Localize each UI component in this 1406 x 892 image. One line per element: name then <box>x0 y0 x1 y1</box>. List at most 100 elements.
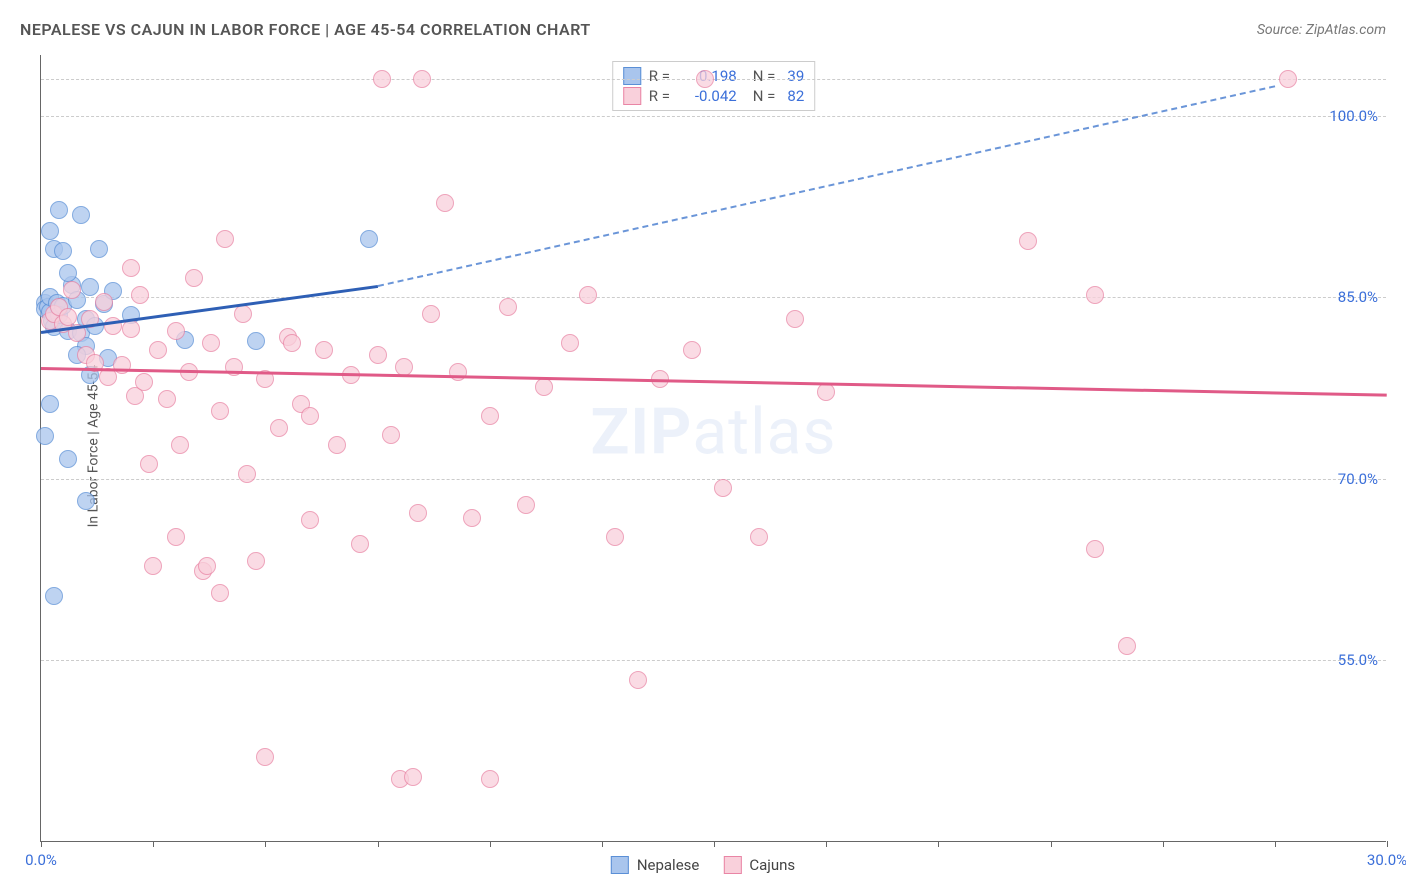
data-point <box>561 334 579 352</box>
data-point <box>158 390 176 408</box>
gridline <box>41 297 1386 298</box>
chart-container: NEPALESE VS CAJUN IN LABOR FORCE | AGE 4… <box>0 0 1406 892</box>
data-point <box>481 407 499 425</box>
data-point <box>413 70 431 88</box>
gridline <box>41 116 1386 117</box>
watermark-rest: atlas <box>692 395 836 470</box>
data-point <box>436 194 454 212</box>
data-point <box>1118 637 1136 655</box>
data-point <box>59 264 77 282</box>
data-point <box>328 436 346 454</box>
x-tick <box>41 841 42 847</box>
data-point <box>41 395 59 413</box>
legend-row-cajuns: R = -0.042 N = 82 <box>623 86 805 106</box>
data-point <box>382 426 400 444</box>
data-point <box>198 557 216 575</box>
data-point <box>714 479 732 497</box>
data-point <box>1086 540 1104 558</box>
x-tick <box>378 841 379 847</box>
legend-item-cajuns: Cajuns <box>723 856 795 874</box>
n-value-cajuns: 82 <box>787 87 804 105</box>
data-point <box>463 509 481 527</box>
data-point <box>59 308 77 326</box>
data-point <box>817 383 835 401</box>
x-tick <box>1275 841 1276 847</box>
data-point <box>517 496 535 514</box>
data-point <box>171 436 189 454</box>
data-point <box>90 240 108 258</box>
data-point <box>409 504 427 522</box>
data-point <box>422 305 440 323</box>
x-tick <box>490 841 491 847</box>
y-tick-label: 70.0% <box>1338 470 1378 488</box>
data-point <box>1086 286 1104 304</box>
data-point <box>449 363 467 381</box>
r-value-cajuns: -0.042 <box>685 87 737 105</box>
n-value-nepalese: 39 <box>787 67 804 85</box>
data-point <box>167 528 185 546</box>
data-point <box>579 286 597 304</box>
data-point <box>481 770 499 788</box>
trend-line-cajuns <box>41 367 1387 396</box>
data-point <box>81 278 99 296</box>
data-point <box>50 201 68 219</box>
watermark-bold: ZIP <box>591 395 693 470</box>
data-point <box>149 341 167 359</box>
x-tick <box>714 841 715 847</box>
data-point <box>404 768 422 786</box>
correlation-legend: R = 0.198 N = 39 R = -0.042 N = 82 <box>612 61 816 111</box>
r-label: R = <box>649 87 677 105</box>
data-point <box>41 222 59 240</box>
watermark: ZIPatlas <box>591 395 837 470</box>
data-point <box>750 528 768 546</box>
data-point <box>535 378 553 396</box>
plot-area: ZIPatlas R = 0.198 N = 39 R = -0.042 N =… <box>40 55 1386 842</box>
n-label: N = <box>753 87 776 105</box>
data-point <box>351 535 369 553</box>
data-point <box>373 70 391 88</box>
data-point <box>247 332 265 350</box>
data-point <box>36 427 54 445</box>
data-point <box>77 492 95 510</box>
data-point <box>606 528 624 546</box>
data-point <box>238 465 256 483</box>
data-point <box>144 557 162 575</box>
data-point <box>301 511 319 529</box>
data-point <box>45 587 63 605</box>
data-point <box>360 230 378 248</box>
data-point <box>211 584 229 602</box>
data-point <box>131 286 149 304</box>
swatch-blue-icon <box>611 856 629 874</box>
data-point <box>95 293 113 311</box>
data-point <box>202 334 220 352</box>
data-point <box>315 341 333 359</box>
x-tick-label: 30.0% <box>1367 851 1406 869</box>
data-point <box>167 322 185 340</box>
data-point <box>499 298 517 316</box>
x-tick <box>826 841 827 847</box>
chart-title: NEPALESE VS CAJUN IN LABOR FORCE | AGE 4… <box>20 20 591 39</box>
data-point <box>247 552 265 570</box>
data-point <box>1279 70 1297 88</box>
x-tick <box>1387 841 1388 847</box>
x-tick <box>938 841 939 847</box>
data-point <box>683 341 701 359</box>
n-label: N = <box>753 67 776 85</box>
data-point <box>113 356 131 374</box>
x-tick <box>602 841 603 847</box>
legend-label-nepalese: Nepalese <box>637 856 700 874</box>
data-point <box>185 269 203 287</box>
data-point <box>256 748 274 766</box>
series-legend: Nepalese Cajuns <box>611 856 795 874</box>
data-point <box>786 310 804 328</box>
r-label: R = <box>649 67 677 85</box>
data-point <box>63 281 81 299</box>
x-tick-label: 0.0% <box>25 851 57 869</box>
data-point <box>216 230 234 248</box>
data-point <box>72 206 90 224</box>
data-point <box>696 70 714 88</box>
data-point <box>59 450 77 468</box>
data-point <box>122 320 140 338</box>
swatch-pink-icon <box>723 856 741 874</box>
source-label: Source: ZipAtlas.com <box>1257 22 1386 38</box>
